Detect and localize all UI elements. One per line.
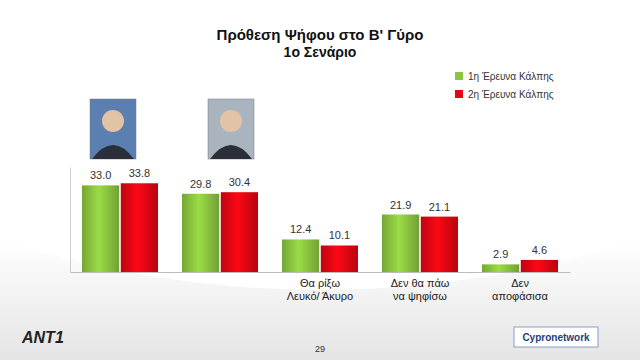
bar — [282, 239, 319, 272]
x-tick: Δεναποφάσισα — [492, 272, 548, 302]
x-tick-label: Δεναποφάσισα — [492, 277, 548, 302]
portrait — [90, 99, 136, 159]
data-label: 21.9 — [390, 199, 411, 211]
portrait-face — [220, 110, 242, 132]
bar — [221, 192, 258, 272]
legend-label: 2η Έρευνα Κάλπης — [468, 89, 554, 100]
subtitle: 1ο Σενάριο — [284, 44, 357, 60]
bar — [421, 217, 458, 272]
logo-text: Cypronetwork — [522, 332, 590, 343]
x-tick: Δεν θα πάωνα ψηφίσω — [391, 272, 450, 302]
bar — [182, 194, 219, 272]
legend-swatch — [455, 72, 463, 80]
bar — [382, 215, 419, 272]
x-tick-label: Θα ρίξωΛευκό/ Άκυρο — [287, 277, 354, 302]
portrait-frame — [208, 99, 254, 159]
data-label: 2.9 — [493, 248, 508, 260]
x-tick-label-line: Δεν θα πάω — [391, 277, 450, 289]
legend: 1η Έρευνα Κάλπης 2η Έρευνα Κάλπης — [455, 71, 554, 100]
x-tick-label-line: να ψηφίσω — [393, 290, 447, 302]
data-label: 29.8 — [190, 178, 211, 190]
x-tick-label-line: Θα ρίξω — [300, 277, 341, 289]
data-label: 4.6 — [532, 244, 547, 256]
x-axis: Θα ρίξωΛευκό/ ΆκυροΔεν θα πάωνα ψηφίσωΔε… — [71, 272, 571, 302]
x-axis-line — [71, 272, 571, 273]
data-label: 30.4 — [229, 176, 250, 188]
data-label: 10.1 — [329, 229, 350, 241]
plot: 33.0 29.8 12.4 21.9 2.9 33.8 30.4 10.1 21.1 4.6 Θα… — [71, 99, 571, 302]
data-label: 12.4 — [290, 223, 311, 235]
y-axis-line — [70, 168, 71, 273]
portrait-frame — [90, 99, 136, 159]
x-tick-label: Δεν θα πάωνα ψηφίσω — [391, 277, 450, 302]
bar — [482, 264, 519, 272]
page-number: 29 — [315, 344, 325, 354]
network-logo: Cypronetwork — [514, 327, 598, 347]
portrait-face — [102, 110, 124, 132]
x-tick-label-line: αποφάσισα — [492, 290, 548, 302]
x-tick-label-line: Δεν — [511, 277, 529, 289]
legend-item: 2η Έρευνα Κάλπης — [455, 89, 554, 100]
x-tick: Θα ρίξωΛευκό/ Άκυρο — [287, 272, 354, 302]
legend-label: 1η Έρευνα Κάλπης — [468, 71, 554, 82]
data-label: 33.0 — [90, 169, 111, 181]
bar — [82, 185, 119, 272]
legend-swatch — [455, 90, 463, 98]
chart: Πρόθεση Ψήφου στο Β' Γύρο1ο Σενάριο 33.0 2… — [0, 0, 640, 360]
data-label: 33.8 — [129, 167, 150, 179]
x-tick-label-line: Λευκό/ Άκυρο — [287, 290, 354, 302]
portrait — [208, 99, 254, 159]
background — [0, 0, 640, 360]
bar — [321, 245, 358, 272]
bars — [82, 183, 558, 272]
logo-frame — [514, 327, 598, 347]
legend-item: 1η Έρευνα Κάλπης — [455, 71, 554, 82]
portrait-suit — [210, 145, 252, 159]
data-label: 21.1 — [429, 201, 450, 213]
bar — [521, 260, 558, 272]
portrait-suit — [92, 145, 134, 159]
bar — [121, 183, 158, 272]
title: Πρόθεση Ψήφου στο Β' Γύρο — [217, 26, 424, 43]
data-labels: 33.0 29.8 12.4 21.9 2.9 33.8 30.4 10.1 21.1 4.6 — [90, 167, 547, 260]
logo-text: ANT1 — [21, 329, 64, 346]
y-axis — [70, 168, 71, 273]
